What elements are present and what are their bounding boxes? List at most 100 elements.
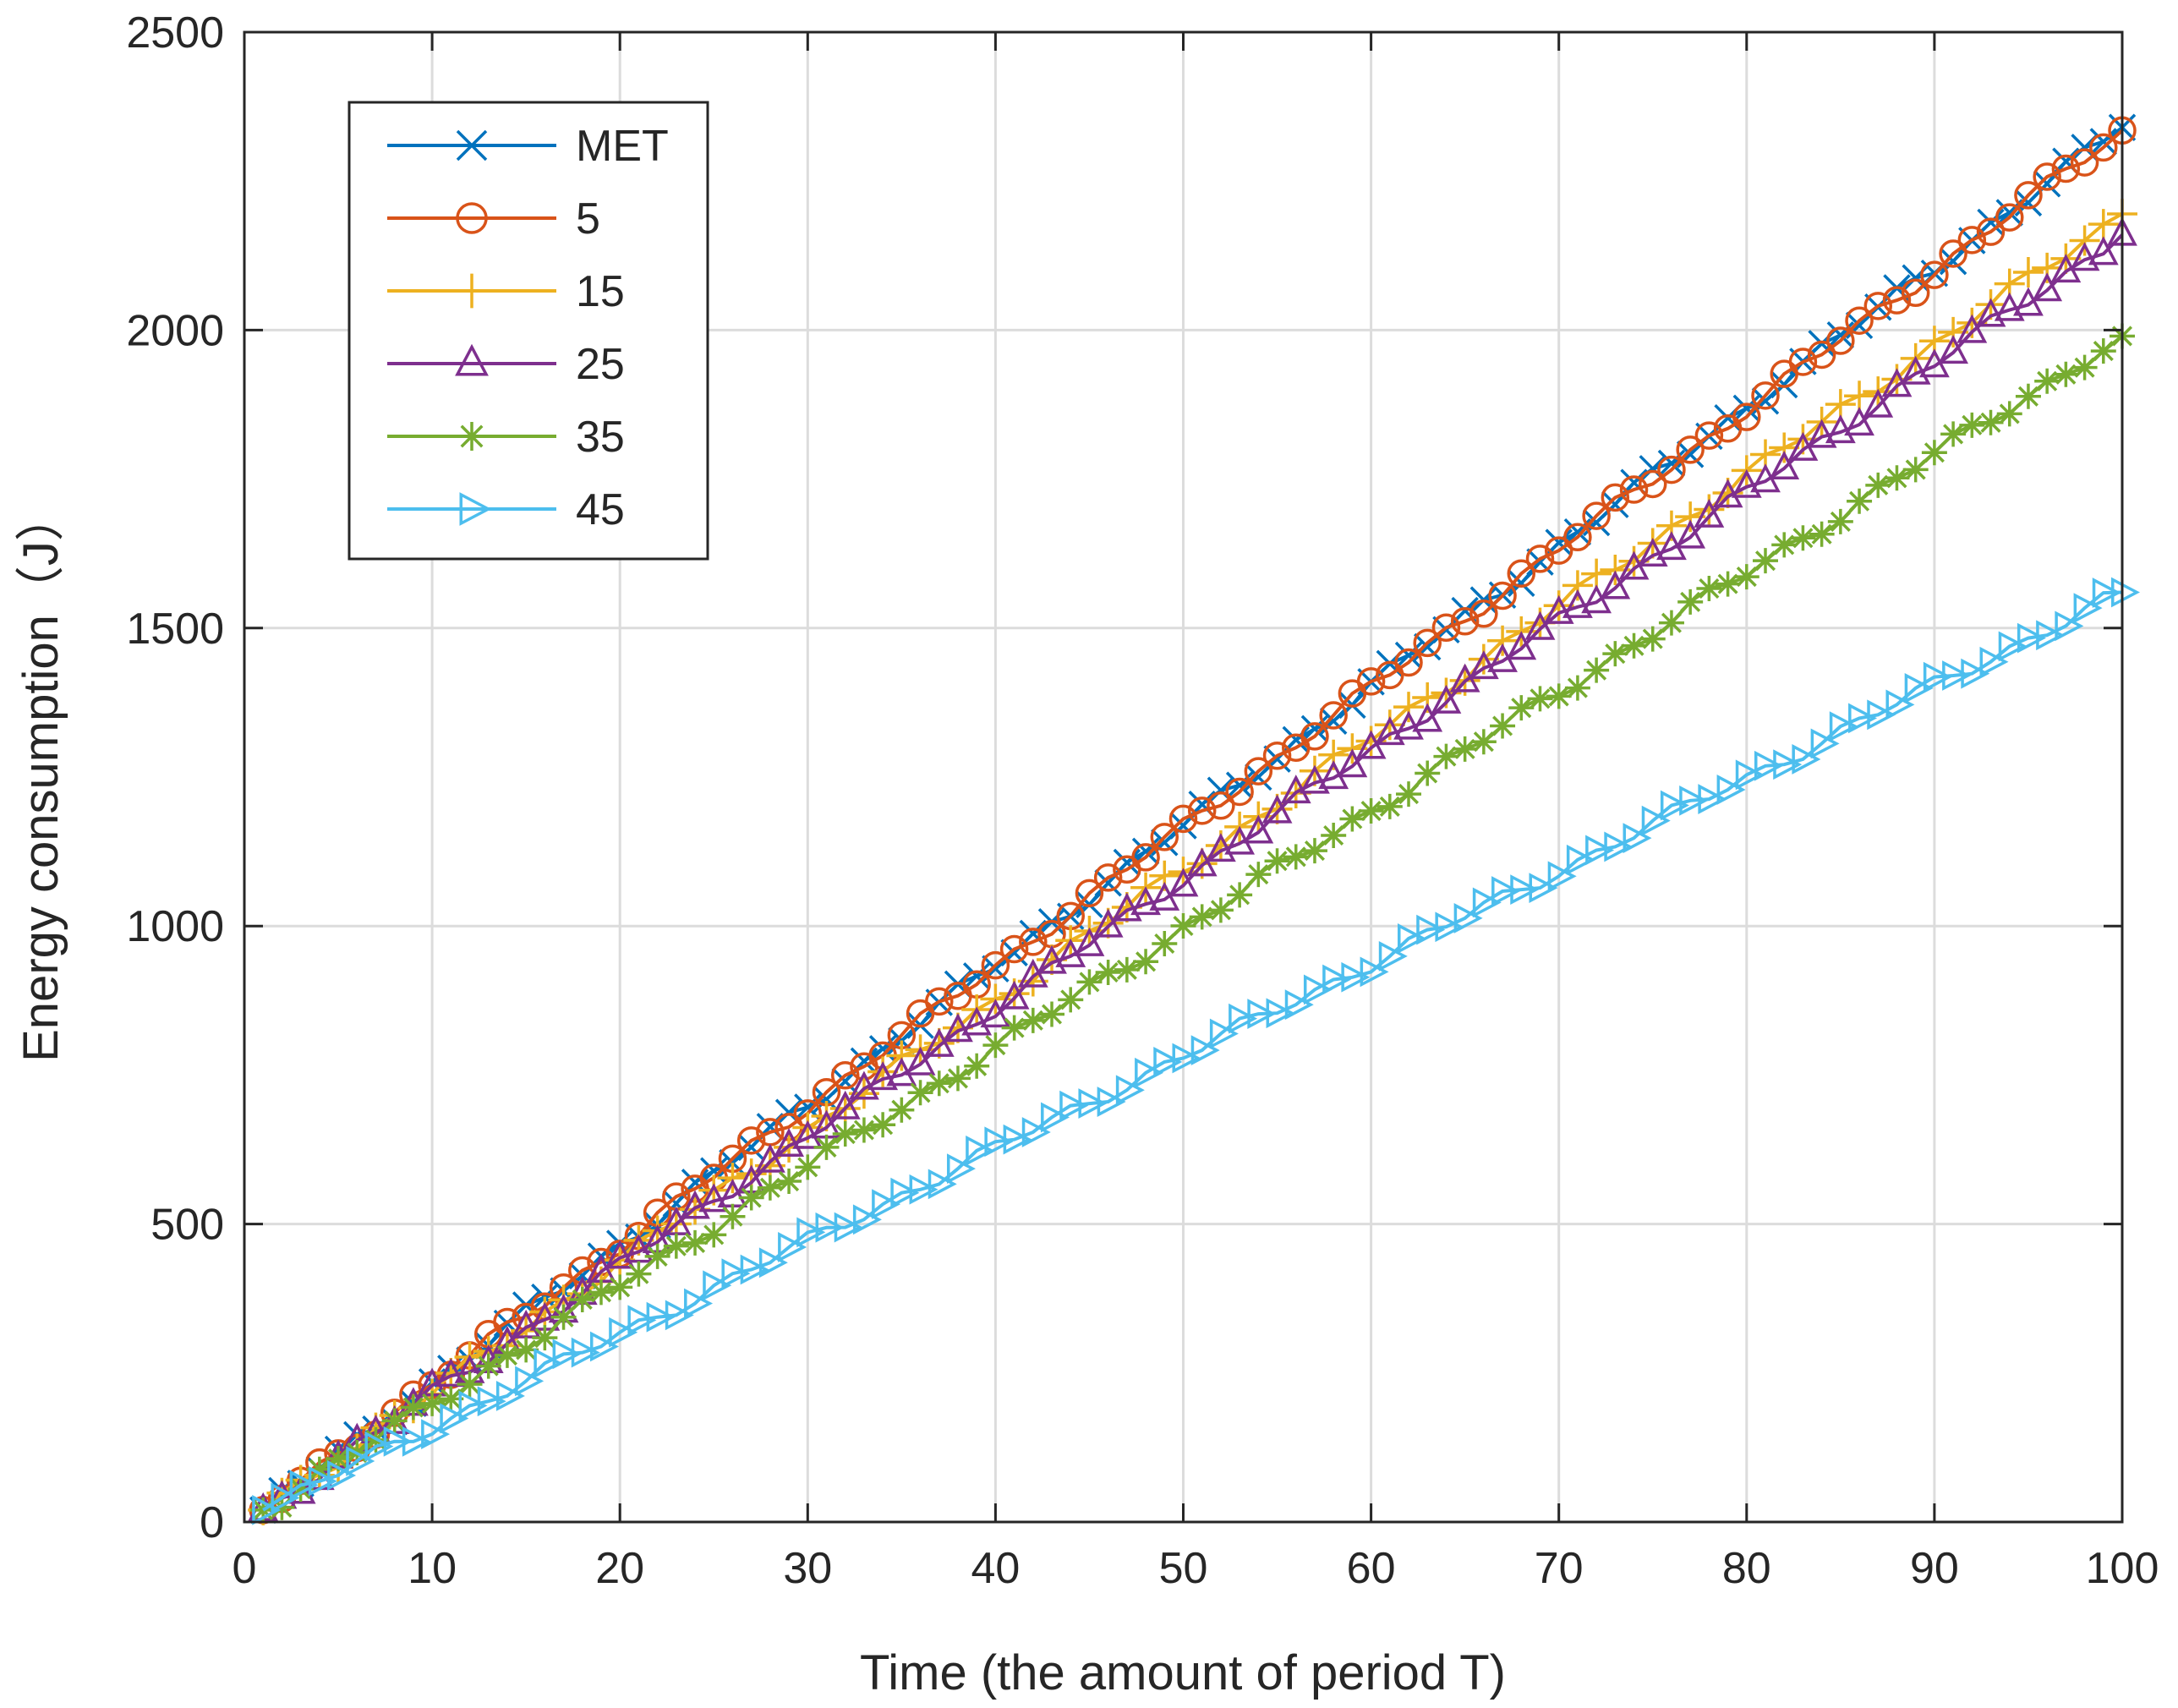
- triangle-right-marker: [1604, 831, 1634, 862]
- triangle-right-marker: [1623, 823, 1652, 854]
- asterisk-marker: [1433, 743, 1459, 769]
- triangle-marker: [1300, 764, 1330, 794]
- asterisk-marker: [1790, 525, 1816, 551]
- x-marker: [1770, 370, 1798, 399]
- triangle-right-marker: [1754, 750, 1784, 781]
- triangle-marker: [1900, 355, 1931, 385]
- triangle-right-marker: [289, 1470, 319, 1501]
- asterisk-marker: [269, 1494, 295, 1520]
- circle-marker: [1207, 791, 1235, 820]
- triangle-right-marker: [1566, 844, 1595, 875]
- asterisk-marker: [1245, 862, 1272, 888]
- circle-marker: [1168, 804, 1198, 834]
- asterisk-marker: [944, 1065, 971, 1092]
- triangle-marker: [1675, 519, 1706, 549]
- triangle-right-marker: [552, 1338, 582, 1370]
- circle-marker: [1619, 475, 1649, 504]
- asterisk-marker: [795, 1154, 821, 1180]
- asterisk-marker: [1170, 913, 1196, 939]
- asterisk-marker: [1847, 488, 1873, 514]
- asterisk-marker: [1753, 548, 1779, 574]
- circle-marker: [1131, 843, 1160, 872]
- asterisk-marker: [1639, 626, 1666, 652]
- x-marker: [962, 962, 991, 990]
- legend-item: MET: [387, 122, 669, 171]
- triangle-right-marker: [2055, 610, 2084, 642]
- circle-marker: [1788, 348, 1818, 376]
- circle-marker: [1732, 402, 1761, 431]
- triangle-marker: [774, 1128, 804, 1158]
- circle-marker: [1939, 239, 1967, 268]
- triangle-right-marker: [1585, 835, 1615, 866]
- asterisk-marker: [1114, 956, 1140, 983]
- triangle-right-marker: [1529, 873, 1558, 903]
- triangle-right-marker: [2073, 593, 2103, 624]
- triangle-right-marker: [252, 1495, 282, 1525]
- triangle-marker: [1261, 794, 1293, 824]
- asterisk-marker: [1527, 686, 1553, 712]
- triangle-marker: [1769, 451, 1800, 480]
- circle-marker: [1751, 381, 1780, 410]
- x-marker: [1394, 641, 1423, 670]
- x-tick-label: 60: [1347, 1544, 1396, 1593]
- asterisk-marker: [569, 1286, 595, 1312]
- asterisk-marker: [1001, 1015, 1027, 1041]
- asterisk-marker: [720, 1203, 746, 1229]
- asterisk-marker: [607, 1274, 633, 1300]
- asterisk-marker: [1508, 695, 1535, 721]
- circle-marker: [2070, 148, 2099, 177]
- circle-marker: [1019, 928, 1048, 956]
- triangle-right-marker: [1378, 940, 1408, 972]
- triangle-right-marker: [1923, 661, 1952, 693]
- circle-marker: [1826, 326, 1855, 355]
- triangle-right-marker: [1059, 1090, 1089, 1121]
- triangle-right-marker: [758, 1247, 788, 1278]
- triangle-right-marker: [1153, 1047, 1183, 1077]
- circle-marker: [1694, 421, 1724, 450]
- asterisk-marker: [626, 1261, 652, 1287]
- circle-marker: [2089, 133, 2118, 162]
- triangle-right-marker: [984, 1126, 1014, 1158]
- asterisk-marker: [964, 1053, 990, 1079]
- triangle-right-marker: [1209, 1018, 1239, 1049]
- asterisk-marker: [1771, 532, 1798, 558]
- asterisk-marker: [1227, 882, 1253, 908]
- asterisk-marker: [1959, 412, 1985, 438]
- asterisk-marker: [1076, 969, 1103, 995]
- asterisk-marker: [326, 1446, 352, 1472]
- triangle-right-marker: [928, 1169, 957, 1200]
- triangle-right-marker: [459, 492, 492, 526]
- circle-marker: [999, 934, 1029, 964]
- legend-label: 15: [576, 267, 625, 316]
- x-tick-label: 100: [2086, 1544, 2159, 1593]
- plus-marker: [2088, 209, 2119, 240]
- circle-marker: [1807, 340, 1836, 370]
- plus-marker: [1393, 692, 1425, 723]
- asterisk-marker: [644, 1243, 670, 1269]
- x-tick-label: 90: [1910, 1544, 1959, 1593]
- triangle-right-marker: [383, 1426, 413, 1457]
- triangle-right-marker: [890, 1177, 920, 1208]
- legend-box: [347, 101, 709, 561]
- triangle-right-marker: [1547, 861, 1577, 892]
- triangle-right-marker: [1435, 911, 1464, 943]
- asterisk-marker: [1677, 588, 1704, 615]
- triangle-marker: [1994, 292, 2025, 321]
- triangle-right-marker: [534, 1348, 563, 1379]
- triangle-marker: [1543, 594, 1574, 624]
- asterisk-marker: [381, 1408, 408, 1434]
- circle-marker: [1300, 722, 1329, 751]
- triangle-right-marker: [1115, 1075, 1145, 1106]
- triangle-marker: [829, 1090, 861, 1120]
- legend-item: 25: [387, 340, 625, 389]
- triangle-right-marker: [646, 1301, 676, 1333]
- triangle-marker: [1355, 730, 1387, 759]
- legend-item: 35: [387, 413, 625, 462]
- triangle-right-marker: [440, 1403, 469, 1434]
- triangle-marker: [961, 1006, 993, 1036]
- series-35: [250, 323, 2135, 1523]
- triangle-marker: [605, 1240, 636, 1269]
- y-axis-label: Energy consumption（J）: [14, 492, 68, 1062]
- triangle-marker: [2013, 287, 2044, 316]
- circle-marker: [1657, 455, 1686, 484]
